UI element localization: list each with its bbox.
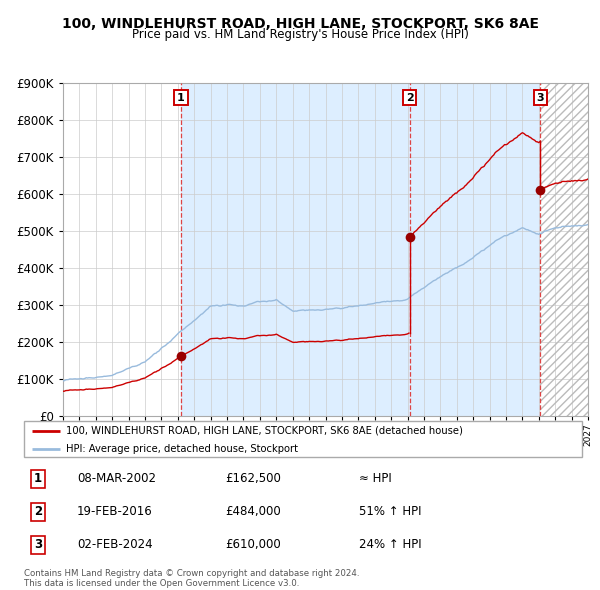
Text: 1: 1 xyxy=(34,472,42,486)
Text: 100, WINDLEHURST ROAD, HIGH LANE, STOCKPORT, SK6 8AE (detached house): 100, WINDLEHURST ROAD, HIGH LANE, STOCKP… xyxy=(66,426,463,436)
Text: £162,500: £162,500 xyxy=(225,472,281,486)
Text: 2: 2 xyxy=(406,93,413,103)
Text: 3: 3 xyxy=(536,93,544,103)
Text: 02-FEB-2024: 02-FEB-2024 xyxy=(77,538,152,552)
Text: 2: 2 xyxy=(34,505,42,519)
Text: 24% ↑ HPI: 24% ↑ HPI xyxy=(359,538,421,552)
Text: HPI: Average price, detached house, Stockport: HPI: Average price, detached house, Stoc… xyxy=(66,444,298,454)
Text: 19-FEB-2016: 19-FEB-2016 xyxy=(77,505,153,519)
Text: 3: 3 xyxy=(34,538,42,552)
Text: Price paid vs. HM Land Registry's House Price Index (HPI): Price paid vs. HM Land Registry's House … xyxy=(131,28,469,41)
Text: 08-MAR-2002: 08-MAR-2002 xyxy=(77,472,156,486)
Text: 1: 1 xyxy=(177,93,185,103)
Text: Contains HM Land Registry data © Crown copyright and database right 2024.
This d: Contains HM Land Registry data © Crown c… xyxy=(24,569,359,588)
Text: £484,000: £484,000 xyxy=(225,505,281,519)
Bar xyxy=(540,83,600,416)
Text: 51% ↑ HPI: 51% ↑ HPI xyxy=(359,505,421,519)
Text: £610,000: £610,000 xyxy=(225,538,281,552)
Text: ≈ HPI: ≈ HPI xyxy=(359,472,392,486)
Text: 100, WINDLEHURST ROAD, HIGH LANE, STOCKPORT, SK6 8AE: 100, WINDLEHURST ROAD, HIGH LANE, STOCKP… xyxy=(62,17,539,31)
Bar xyxy=(540,83,600,416)
FancyBboxPatch shape xyxy=(24,421,582,457)
Bar xyxy=(181,83,540,416)
